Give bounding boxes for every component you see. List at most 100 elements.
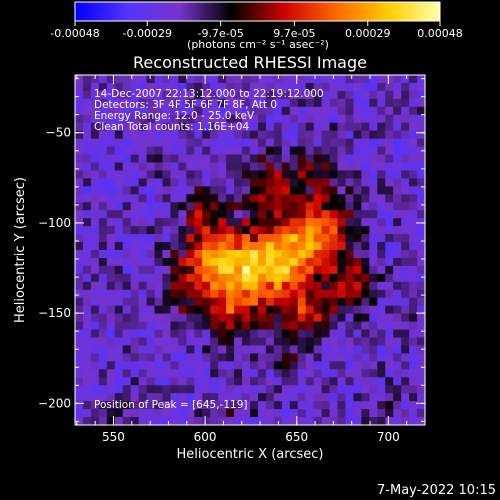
heatmap-cell bbox=[321, 369, 330, 378]
heatmap-cell bbox=[353, 90, 362, 100]
heatmap-cell bbox=[194, 82, 203, 92]
heatmap-cell bbox=[194, 226, 203, 235]
heatmap-cell bbox=[242, 257, 251, 267]
heatmap-cell bbox=[393, 361, 402, 370]
heatmap-cell bbox=[106, 297, 116, 307]
heatmap-cell bbox=[122, 345, 132, 354]
heatmap-cell bbox=[409, 178, 418, 187]
colorbar-tick-label: -0.00048 bbox=[50, 27, 99, 40]
heatmap-cell bbox=[393, 138, 402, 147]
heatmap-cell bbox=[337, 401, 346, 410]
heatmap-cell bbox=[377, 82, 386, 92]
heatmap-cell bbox=[82, 281, 92, 291]
heatmap-cell bbox=[385, 138, 394, 147]
heatmap-cell bbox=[305, 138, 315, 147]
heatmap-cell bbox=[289, 297, 299, 307]
heatmap-cell bbox=[218, 98, 227, 108]
heatmap-cell bbox=[202, 106, 211, 116]
heatmap-cell bbox=[202, 90, 211, 100]
heatmap-cell bbox=[138, 305, 147, 315]
heatmap-cell bbox=[393, 146, 402, 155]
heatmap-cell bbox=[417, 257, 426, 267]
heatmap-cell bbox=[154, 409, 163, 418]
heatmap-cell bbox=[377, 305, 386, 315]
heatmap-cell bbox=[234, 345, 243, 354]
heatmap-cell bbox=[226, 202, 235, 211]
heatmap-cell bbox=[218, 289, 227, 299]
heatmap-cell bbox=[329, 82, 338, 92]
heatmap-cell bbox=[409, 122, 418, 132]
heatmap-cell bbox=[186, 281, 195, 291]
heatmap-cell bbox=[289, 250, 299, 259]
heatmap-cell bbox=[138, 154, 147, 163]
heatmap-cell bbox=[305, 281, 315, 291]
heatmap-cell bbox=[226, 265, 235, 275]
heatmap-cell bbox=[218, 162, 227, 171]
heatmap-cell bbox=[353, 82, 362, 92]
heatmap-cell bbox=[170, 401, 179, 410]
heatmap-cell bbox=[313, 194, 322, 203]
heatmap-cell bbox=[82, 393, 92, 402]
heatmap-cell bbox=[377, 257, 386, 267]
heatmap-cell bbox=[273, 297, 283, 307]
heatmap-cell bbox=[361, 281, 370, 291]
heatmap-cell bbox=[281, 353, 291, 362]
heatmap-cell bbox=[154, 273, 163, 283]
heatmap-cell bbox=[75, 353, 84, 362]
heatmap-cell bbox=[82, 98, 92, 108]
heatmap-cell bbox=[202, 369, 211, 378]
heatmap-cell bbox=[305, 170, 315, 179]
heatmap-cell bbox=[353, 345, 362, 354]
heatmap-cell bbox=[321, 345, 330, 354]
heatmap-cell bbox=[297, 417, 307, 426]
heatmap-cell bbox=[98, 393, 108, 402]
heatmap-cell bbox=[313, 321, 322, 330]
heatmap-cell bbox=[273, 242, 283, 251]
heatmap-cell bbox=[218, 146, 227, 155]
heatmap-cell bbox=[186, 130, 195, 140]
heatmap-cell bbox=[138, 385, 147, 394]
heatmap-cell bbox=[138, 401, 147, 410]
heatmap-cell bbox=[281, 170, 291, 179]
heatmap-cell bbox=[234, 234, 243, 243]
heatmap-cell bbox=[289, 170, 299, 179]
heatmap-cell bbox=[162, 154, 171, 163]
heatmap-cell bbox=[90, 281, 100, 291]
heatmap-cell bbox=[297, 265, 307, 275]
heatmap-cell bbox=[361, 202, 370, 211]
heatmap-cell bbox=[281, 75, 291, 84]
heatmap-cell bbox=[273, 186, 283, 195]
heatmap-cell bbox=[361, 162, 370, 171]
heatmap-cell bbox=[409, 297, 418, 307]
heatmap-cell bbox=[393, 377, 402, 386]
heatmap-cell bbox=[329, 114, 338, 124]
heatmap-cell bbox=[305, 337, 315, 346]
heatmap-cell bbox=[385, 162, 394, 171]
heatmap-cell bbox=[265, 417, 275, 426]
heatmap-cell bbox=[146, 409, 155, 418]
heatmap-cell bbox=[257, 186, 267, 195]
heatmap-cell bbox=[257, 138, 267, 147]
heatmap-cell bbox=[337, 377, 346, 386]
heatmap-cell bbox=[98, 321, 108, 330]
heatmap-cell bbox=[265, 265, 275, 275]
heatmap-cell bbox=[281, 305, 291, 315]
heatmap-cell bbox=[106, 281, 116, 291]
heatmap-cell bbox=[234, 369, 243, 378]
heatmap-cell bbox=[329, 305, 338, 315]
heatmap-cell bbox=[90, 369, 100, 378]
heatmap-cell bbox=[281, 154, 291, 163]
heatmap-cell bbox=[202, 234, 211, 243]
heatmap-cell bbox=[162, 146, 171, 155]
heatmap-cell bbox=[401, 210, 410, 219]
heatmap-cell bbox=[329, 202, 338, 211]
heatmap-cell bbox=[178, 98, 187, 108]
axis-ticks: 550 600 650 700−50−100−150−200 bbox=[38, 75, 426, 444]
heatmap-cell bbox=[297, 130, 307, 140]
heatmap-cell bbox=[250, 234, 259, 243]
heatmap-cell bbox=[114, 345, 124, 354]
heatmap-cell bbox=[313, 401, 322, 410]
heatmap-cell bbox=[234, 106, 243, 116]
heatmap-cell bbox=[305, 186, 315, 195]
heatmap-cell bbox=[353, 321, 362, 330]
